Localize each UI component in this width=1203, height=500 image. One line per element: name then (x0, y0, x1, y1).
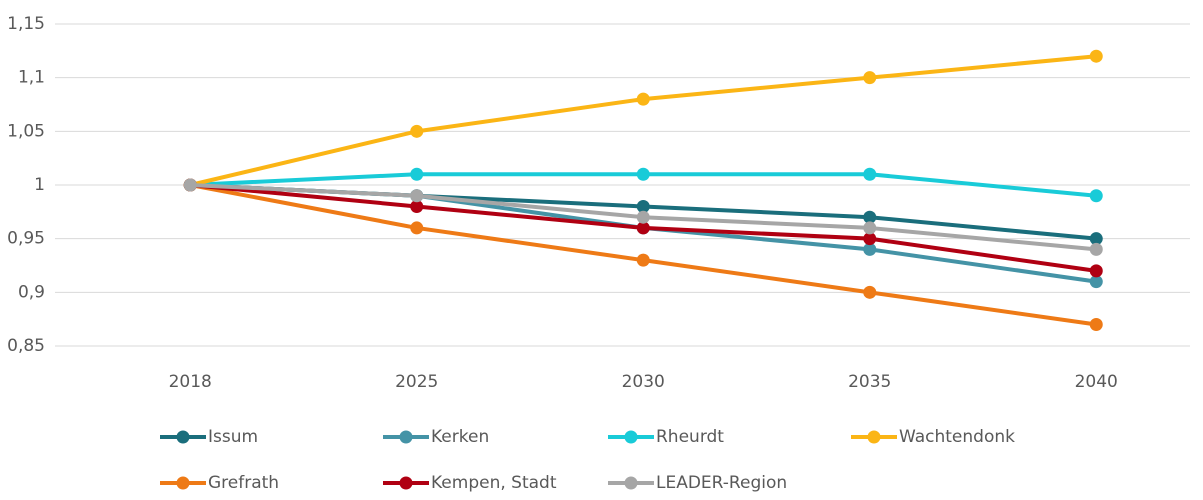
data-point (636, 210, 650, 224)
data-point (863, 71, 877, 85)
x-tick-label: 2025 (395, 372, 438, 392)
x-tick-label: 2030 (622, 372, 665, 392)
x-tick-label: 2040 (1075, 372, 1118, 392)
data-point (410, 189, 424, 203)
data-point (1089, 189, 1103, 203)
legend-label: Issum (208, 427, 258, 447)
legend-label: Kerken (431, 427, 489, 447)
data-point (863, 210, 877, 224)
legend-swatch-dot (399, 476, 413, 490)
data-point (410, 167, 424, 181)
y-tick-label: 0,95 (7, 229, 45, 249)
data-point (863, 167, 877, 181)
data-point (1089, 49, 1103, 63)
legend-label: Grefrath (208, 473, 279, 493)
data-point (636, 199, 650, 213)
data-point (636, 253, 650, 267)
series-line (189, 54, 1097, 187)
x-tick-label: 2018 (169, 372, 212, 392)
data-point (636, 221, 650, 235)
data-point (1089, 264, 1103, 278)
legend-swatch-dot (399, 430, 413, 444)
data-point (636, 167, 650, 181)
legend-swatch-dot (624, 476, 638, 490)
y-tick-label: 1,15 (7, 14, 45, 34)
data-point (410, 124, 424, 138)
legend-label: Wachtendonk (899, 427, 1015, 447)
data-point (863, 242, 877, 256)
legend-label: Kempen, Stadt (431, 473, 557, 493)
legend-swatch-dot (624, 430, 638, 444)
y-tick-label: 1 (34, 175, 45, 195)
data-point (1089, 275, 1103, 289)
y-tick-label: 0,85 (7, 336, 45, 356)
data-point (636, 92, 650, 106)
data-point (1089, 242, 1103, 256)
y-tick-label: 1,05 (7, 121, 45, 141)
data-point (1089, 318, 1103, 332)
legend-label: Rheurdt (656, 427, 724, 447)
data-point (183, 178, 197, 192)
legend-swatch-dot (176, 430, 190, 444)
data-point (863, 285, 877, 299)
legend-swatch-dot (867, 430, 881, 444)
legend-swatch-dot (176, 476, 190, 490)
data-point (1089, 232, 1103, 246)
data-point (410, 221, 424, 235)
data-point (863, 232, 877, 246)
data-point (863, 221, 877, 235)
x-tick-label: 2035 (848, 372, 891, 392)
data-point (410, 199, 424, 213)
y-tick-label: 1,1 (18, 68, 45, 88)
legend-label: LEADER-Region (656, 473, 787, 493)
y-tick-label: 0,9 (18, 282, 45, 302)
